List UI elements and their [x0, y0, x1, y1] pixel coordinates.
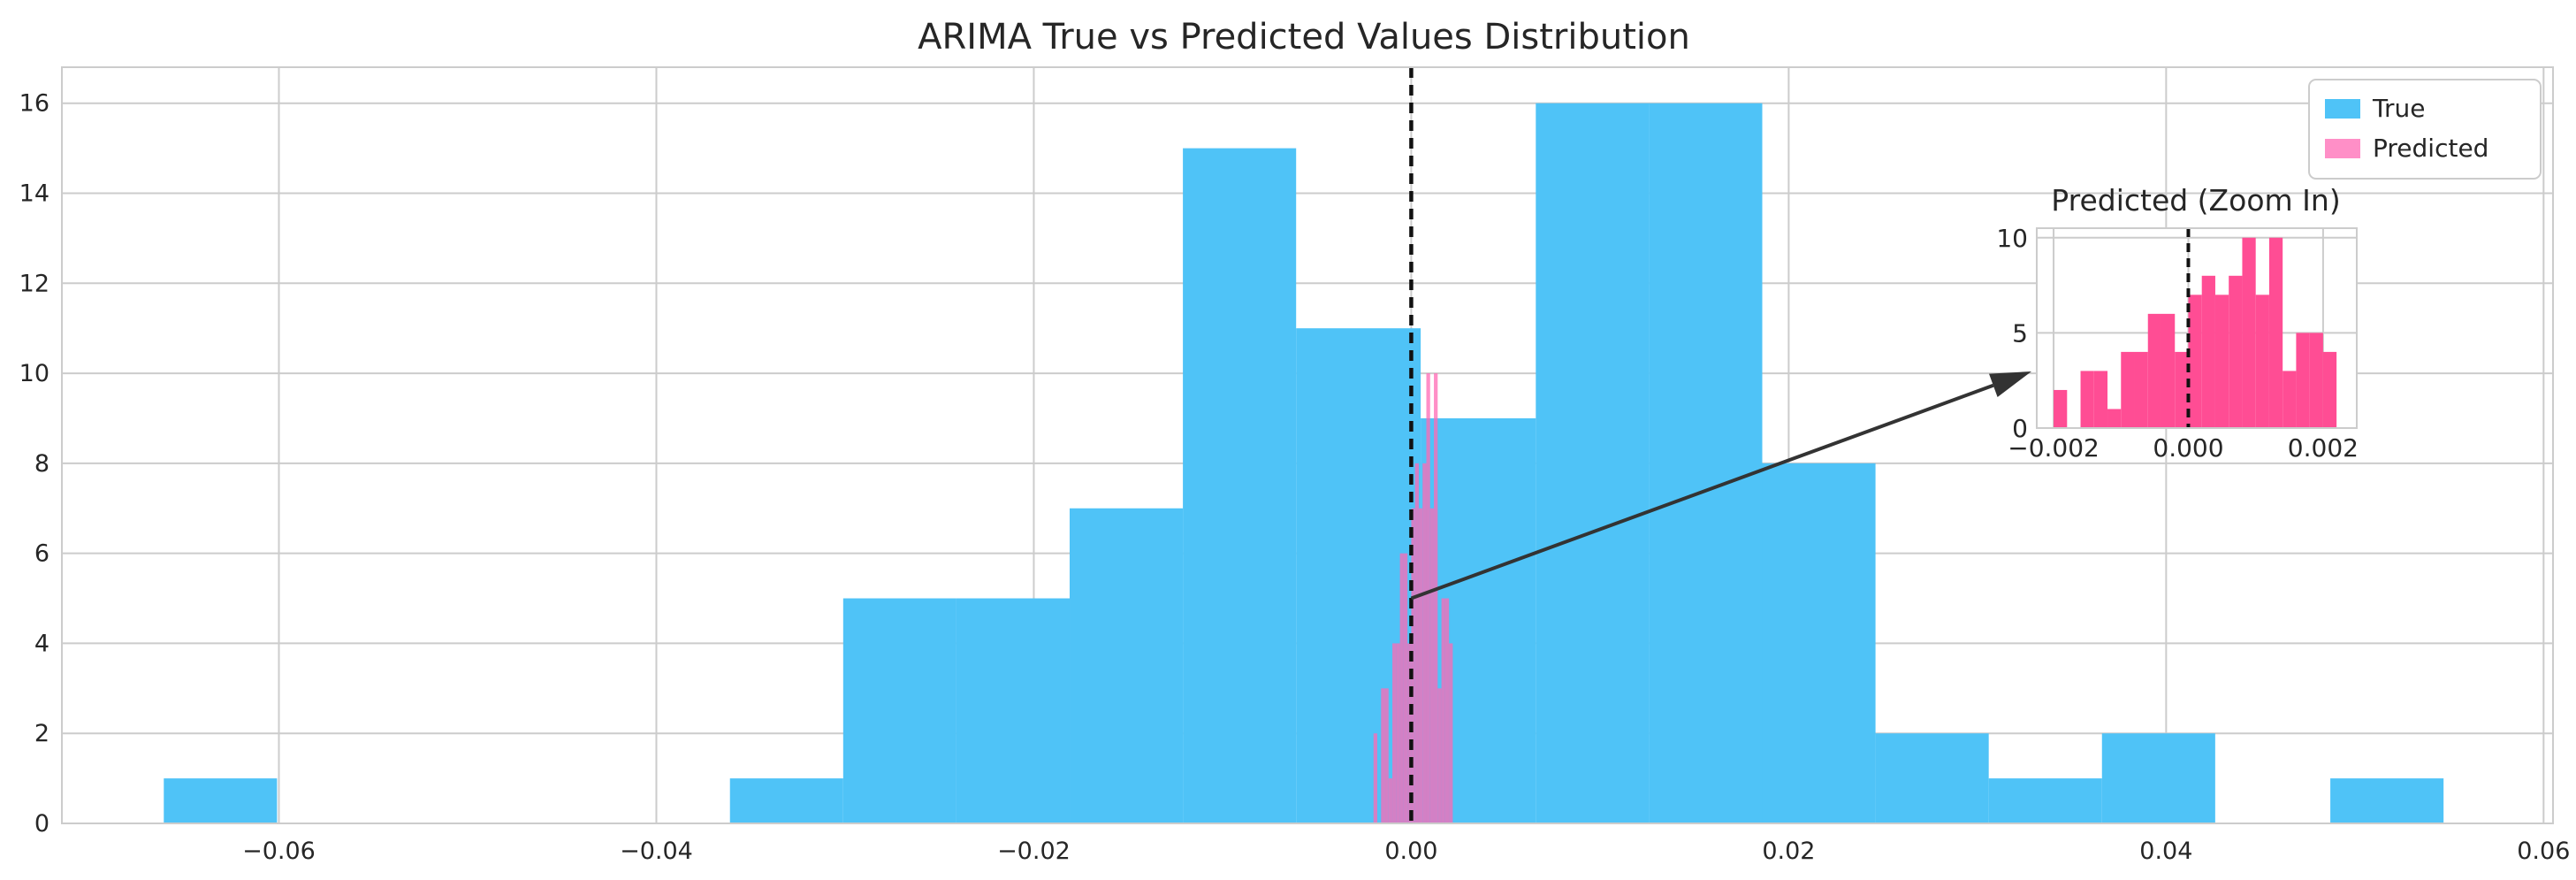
- main-y-tick-label: 0: [34, 810, 50, 838]
- inset-bar-predicted: [2175, 351, 2189, 428]
- main-y-tick-label: 14: [19, 180, 50, 208]
- legend-label-predicted: Predicted: [2373, 134, 2488, 163]
- main-bar-predicted: [1429, 508, 1435, 823]
- main-x-tick-label: 0.04: [2139, 838, 2192, 865]
- inset-bar-predicted: [2134, 351, 2148, 428]
- main-plot-area: −0.06 −0.04 −0.02 0.00 0.02 0.04 0.06 0 2 4 6 8 10 12…: [19, 66, 2570, 865]
- main-bar-predicted: [1388, 778, 1393, 823]
- inset-bar-predicted: [2201, 275, 2215, 428]
- inset-bar-predicted: [2296, 333, 2310, 428]
- annotation-arrow-shaft: [1410, 383, 1994, 601]
- main-bar-predicted: [1411, 508, 1415, 823]
- main-bar-true: [842, 598, 956, 823]
- main-bar-predicted: [1434, 373, 1438, 823]
- inset-bar-predicted: [2322, 351, 2337, 428]
- main-bar-predicted: [1373, 733, 1377, 823]
- legend: True Predicted: [2308, 79, 2542, 180]
- inset-bar-predicted: [2214, 295, 2229, 428]
- main-y-tick-label: 4: [34, 630, 50, 657]
- main-x-tick-label: −0.04: [620, 838, 693, 865]
- inset-bar-predicted: [2268, 237, 2283, 428]
- legend-label-true: True: [2372, 94, 2425, 123]
- main-bar-true: [1070, 508, 1184, 823]
- main-bar-predicted: [1392, 643, 1397, 823]
- inset-y-tick-label: 5: [2012, 318, 2028, 348]
- main-bar-predicted: [1426, 373, 1430, 823]
- main-bar-true: [1988, 778, 2102, 823]
- main-bar-true: [1875, 733, 1989, 823]
- inset-bar-predicted: [2255, 295, 2269, 428]
- main-bar-true: [1649, 103, 1763, 823]
- main-x-tick-label: 0.06: [2517, 838, 2570, 865]
- inset-bar-predicted: [2242, 237, 2256, 428]
- main-bar-predicted: [1414, 463, 1419, 823]
- main-y-tick-label: 8: [34, 450, 50, 478]
- main-bar-predicted: [1403, 553, 1408, 823]
- main-y-tick-label: 10: [19, 360, 50, 387]
- main-y-tick-label: 2: [34, 720, 50, 747]
- inset-bar-predicted: [2093, 371, 2108, 428]
- legend-frame: [2308, 79, 2542, 180]
- inset-bar-predicted: [2147, 313, 2161, 428]
- inset-bar-predicted: [2229, 275, 2243, 428]
- main-bar-predicted: [1437, 688, 1442, 823]
- main-x-tick-label: −0.06: [242, 838, 316, 865]
- main-bar-predicted: [1396, 643, 1400, 823]
- main-bar-predicted: [1418, 508, 1423, 823]
- inset-x-tick-label: −0.002: [2008, 433, 2100, 463]
- main-bar-predicted: [1399, 553, 1404, 823]
- inset-bar-predicted: [2107, 409, 2122, 428]
- main-bar-predicted: [1441, 598, 1445, 823]
- inset-bar-predicted: [2283, 371, 2297, 428]
- main-bar-true: [2101, 733, 2215, 823]
- annotation-arrow-head: [1988, 371, 2031, 397]
- inset-frame: [2036, 227, 2358, 429]
- main-bar-predicted: [1444, 598, 1450, 823]
- legend-swatch-true: [2325, 99, 2360, 119]
- main-x-tick-label: 0.02: [1762, 838, 1815, 865]
- annotation-arrow: [1410, 371, 2031, 601]
- chart-title: ARIMA True vs Predicted Values Distribut…: [918, 17, 1690, 57]
- main-bar-true: [2330, 778, 2444, 823]
- main-frame: [61, 66, 2554, 824]
- inset-x-tick-label: 0.000: [2153, 433, 2223, 463]
- main-y-tick-label: 6: [34, 540, 50, 568]
- main-bar-true: [1183, 148, 1297, 823]
- main-bar-predicted: [1381, 688, 1385, 823]
- main-bar-true: [956, 598, 1071, 823]
- main-bar-true: [1536, 103, 1650, 823]
- inset-x-tick-label: 0.002: [2288, 433, 2359, 463]
- inset-bar-predicted: [2121, 351, 2135, 428]
- inset-bar-predicted: [2188, 295, 2202, 428]
- inset-bar-predicted: [2161, 313, 2176, 428]
- main-x-tick-label: 0.00: [1384, 838, 1437, 865]
- main-y-tick-label: 16: [19, 90, 50, 118]
- inset-title: Predicted (Zoom In): [2051, 183, 2340, 218]
- inset-bar-predicted: [2054, 389, 2068, 428]
- main-y-tick-label: 12: [19, 270, 50, 297]
- main-bar-predicted: [1407, 643, 1412, 823]
- legend-swatch-predicted: [2325, 139, 2360, 158]
- main-bar-true: [164, 778, 278, 823]
- main-bar-predicted: [1384, 688, 1389, 823]
- main-bar-predicted: [1422, 463, 1427, 823]
- main-bar-true: [729, 778, 843, 823]
- inset-bar-predicted: [2080, 371, 2094, 428]
- inset-plot-area: −0.002 0.000 0.002 0 5 10: [1996, 224, 2359, 463]
- main-x-tick-label: −0.02: [997, 838, 1071, 865]
- main-bar-true: [1762, 463, 1876, 823]
- main-bar-predicted: [1449, 643, 1453, 823]
- inset-y-tick-label: 10: [1996, 224, 2028, 253]
- inset-bar-predicted: [2309, 333, 2323, 428]
- inset-y-tick-label: 0: [2012, 414, 2028, 443]
